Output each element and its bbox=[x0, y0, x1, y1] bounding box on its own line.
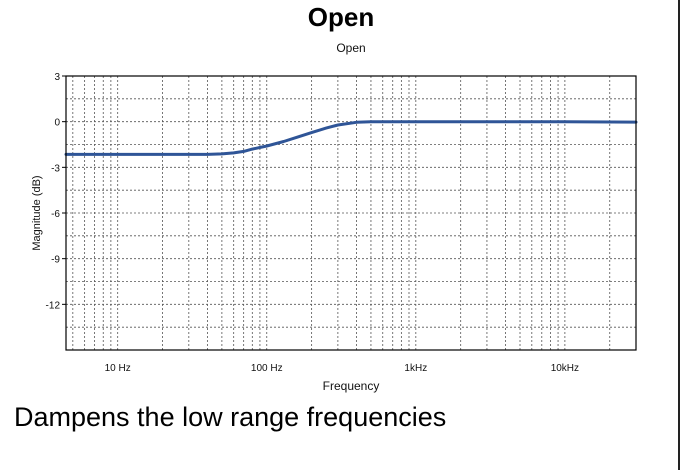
x-tick-label: 10 Hz bbox=[105, 363, 131, 374]
y-tick-label: 0 bbox=[54, 118, 60, 129]
response-curve bbox=[64, 120, 638, 156]
slide-title: Open bbox=[307, 2, 375, 32]
y-tick-label: -12 bbox=[46, 300, 61, 311]
y-tick-label: -9 bbox=[51, 255, 60, 266]
chart-title: Open bbox=[336, 41, 366, 55]
y-tick-label: -3 bbox=[51, 163, 60, 174]
slide-border bbox=[678, 0, 680, 470]
slide-caption: Dampens the low range frequencies bbox=[14, 402, 447, 432]
tick-labels: 3 0 -3 -6 -9 -12 10 Hz 100 Hz 1kHz 10kHz bbox=[46, 72, 580, 374]
x-tick-label: 10kHz bbox=[551, 363, 579, 374]
x-tick-label: 1kHz bbox=[404, 363, 427, 374]
x-axis-label: Frequency bbox=[323, 379, 380, 393]
y-tick-label: 3 bbox=[54, 72, 60, 83]
x-tick-label: 100 Hz bbox=[251, 363, 283, 374]
y-axis-label: Magnitude (dB) bbox=[31, 175, 43, 250]
plot-frame bbox=[65, 75, 637, 351]
y-tick-label: -6 bbox=[51, 209, 60, 220]
